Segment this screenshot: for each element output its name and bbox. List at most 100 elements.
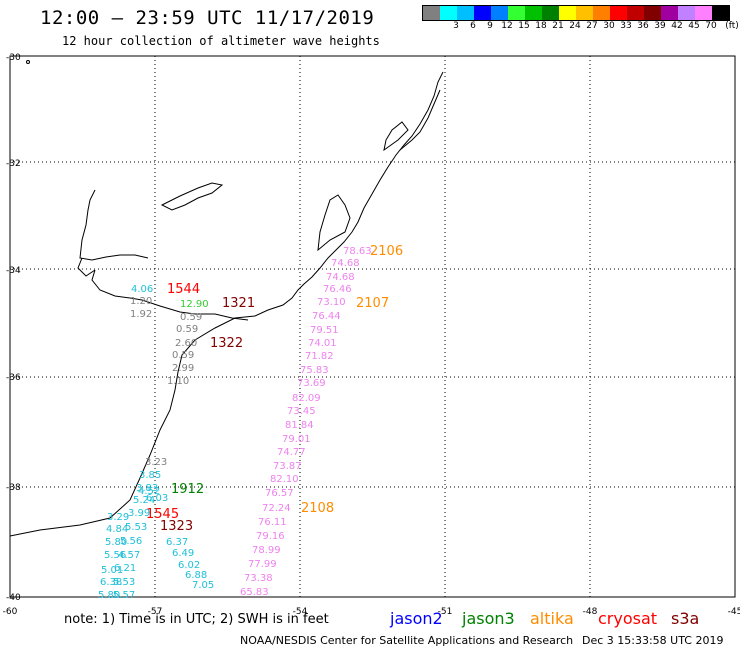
track-labels: -30 -32 -34 -36 -38 -40 -60 -57 -54 -51 -48 -45 78.6… xyxy=(3,53,740,617)
altika-swh-value: 73.38 xyxy=(244,573,273,584)
scale-swatch xyxy=(610,6,627,20)
altika-swh-value: 73.10 xyxy=(317,297,346,308)
swh-value-cyan: 7.05 xyxy=(192,580,214,591)
scale-label: 30 xyxy=(603,21,615,31)
swh-value-cyan: 4.06 xyxy=(131,284,153,295)
swh-value-cyan: 6.03 xyxy=(146,493,168,504)
scale-swatch xyxy=(525,6,542,20)
scale-label: 3 xyxy=(453,21,459,31)
altika-time-label: 2107 xyxy=(356,296,389,311)
lon-tick-label: -54 xyxy=(293,607,308,617)
lon-tick-label: -48 xyxy=(583,607,598,617)
scale-swatch xyxy=(593,6,610,20)
credit-text: NOAA/NESDIS Center for Satellite Applica… xyxy=(240,634,574,647)
lon-tick-label: -45 xyxy=(728,607,740,617)
altika-swh-value: 76.44 xyxy=(312,311,341,322)
scale-label: 21 xyxy=(552,21,564,31)
swh-value-cyan: 5.01 xyxy=(101,565,123,576)
swh-value-cyan: 6.49 xyxy=(172,548,194,559)
altika-swh-value: 76.57 xyxy=(265,488,294,499)
altika-swh-value: 71.82 xyxy=(305,351,334,362)
swh-value-grey: 1.10 xyxy=(167,376,189,387)
swh-value-cyan: 4.84 xyxy=(106,524,128,535)
scale-label: 42 xyxy=(671,21,683,31)
swh-value-cyan: 3.99 xyxy=(128,508,150,519)
map-frame xyxy=(9,55,736,598)
map-title: 12:00 – 23:59 UTC 11/17/2019 xyxy=(40,7,375,29)
legend-item-altika: altika xyxy=(530,609,574,628)
altika-swh-value: 79.16 xyxy=(256,531,285,542)
altika-swh-value: 73.69 xyxy=(297,378,326,389)
altika-swh-value: 82.09 xyxy=(292,393,321,404)
swh-value-grey: 3.23 xyxy=(145,457,167,468)
swh-value-cyan: 3.83 xyxy=(136,483,158,494)
scale-swatch xyxy=(576,6,593,20)
credit-date: Dec 3 15:33:58 UTC 2019 xyxy=(582,634,724,647)
scale-label: 6 xyxy=(470,21,476,31)
legend-item-s3a: s3a xyxy=(671,609,700,628)
swh-value-grey: 0.59 xyxy=(180,312,202,323)
scale-unit: (ft) xyxy=(725,21,739,31)
lat-tick-label: -40 xyxy=(6,593,21,603)
altika-swh-value: 76.46 xyxy=(323,284,352,295)
altika-swh-value: 77.99 xyxy=(248,559,277,570)
altika-swh-value: 76.11 xyxy=(258,517,287,528)
cryosat-time-label: 1544 xyxy=(167,282,200,297)
lon-tick-label: -57 xyxy=(148,607,163,617)
scale-label: 33 xyxy=(620,21,632,31)
lat-tick-label: -38 xyxy=(6,483,21,493)
scale-swatch xyxy=(440,6,457,20)
swh-value-cyan: 6.38 xyxy=(100,577,122,588)
color-scale-bar xyxy=(422,5,730,21)
altika-swh-value: 65.83 xyxy=(240,587,269,598)
swh-value-cyan: 4.57 xyxy=(118,550,140,561)
scale-label: 70 xyxy=(705,21,717,31)
lat-tick-label: -34 xyxy=(6,266,21,276)
swh-value-grey: 2.99 xyxy=(172,363,194,374)
swh-value-cyan: 3.29 xyxy=(107,512,129,523)
swh-value-cyan: 5.56 xyxy=(104,550,126,561)
swh-value-grey: 0.59 xyxy=(176,324,198,335)
scale-label: 9 xyxy=(487,21,493,31)
scale-label: 24 xyxy=(569,21,581,31)
scale-label: 18 xyxy=(535,21,547,31)
s3a-time-label: 1323 xyxy=(160,519,193,534)
swh-value-grey: 1.20 xyxy=(130,296,152,307)
swh-value-cyan: 5.53 xyxy=(125,522,147,533)
lat-tick-label: -36 xyxy=(6,373,21,383)
altika-swh-value: 78.63 xyxy=(343,246,372,257)
s3a-time-label: 1321 xyxy=(222,296,255,311)
scale-label: 12 xyxy=(501,21,513,31)
swh-value-cyan: 5.53 xyxy=(113,577,135,588)
scale-label: 45 xyxy=(688,21,700,31)
lon-tick-label: -60 xyxy=(3,607,18,617)
altika-swh-value: 73.45 xyxy=(287,406,316,417)
map-subtitle: 12 hour collection of altimeter wave hei… xyxy=(62,34,380,48)
altika-swh-value: 74.68 xyxy=(331,258,360,269)
scale-swatch xyxy=(423,6,440,20)
swh-value-cyan: 5.57 xyxy=(113,590,135,601)
altika-swh-value: 73.87 xyxy=(273,461,302,472)
scale-swatch xyxy=(661,6,678,20)
coastline xyxy=(9,60,444,537)
altika-swh-value: 79.51 xyxy=(310,325,339,336)
scale-swatch xyxy=(474,6,491,20)
s3a-time-label: 1322 xyxy=(210,336,243,351)
scale-swatch xyxy=(508,6,525,20)
scale-label: 36 xyxy=(637,21,649,31)
swh-value-cyan: 6.02 xyxy=(178,560,200,571)
graticule xyxy=(10,56,735,597)
altika-swh-value: 79.01 xyxy=(282,434,311,445)
scale-label: 15 xyxy=(518,21,530,31)
swh-value-cyan: 6.88 xyxy=(185,570,207,581)
altika-time-label: 2108 xyxy=(301,501,334,516)
scale-swatch xyxy=(627,6,644,20)
jason3-swh-value: 12.90 xyxy=(180,299,209,310)
jason3-time-label: 1912 xyxy=(171,482,204,497)
footer-note: note: 1) Time is in UTC; 2) SWH is in fe… xyxy=(64,612,329,627)
altika-swh-value: 75.83 xyxy=(300,365,329,376)
altika-swh-value: 74.68 xyxy=(326,272,355,283)
scale-label: 27 xyxy=(586,21,598,31)
lat-tick-label: -32 xyxy=(6,159,21,169)
